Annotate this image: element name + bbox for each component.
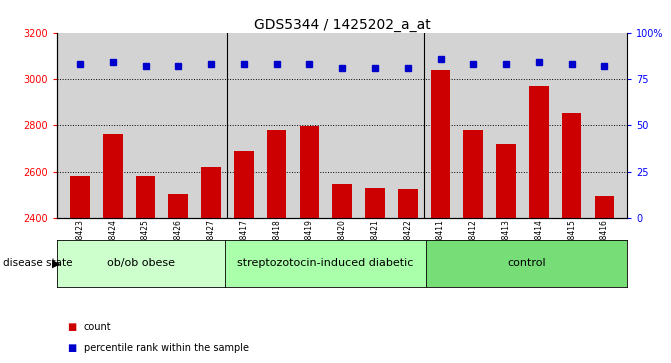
Bar — [497, 144, 516, 218]
Bar — [267, 130, 287, 218]
Text: disease state: disease state — [3, 258, 73, 268]
Bar — [201, 167, 221, 218]
Bar — [365, 188, 385, 218]
Text: ■: ■ — [67, 322, 76, 332]
Bar — [103, 134, 123, 218]
Text: streptozotocin-induced diabetic: streptozotocin-induced diabetic — [238, 258, 413, 268]
Text: ■: ■ — [67, 343, 76, 354]
Bar — [464, 130, 483, 218]
Bar — [136, 176, 156, 218]
Text: ▶: ▶ — [52, 258, 61, 268]
Bar — [562, 113, 582, 218]
Bar — [234, 151, 254, 218]
Bar — [332, 184, 352, 218]
Bar — [299, 126, 319, 218]
Text: percentile rank within the sample: percentile rank within the sample — [84, 343, 249, 354]
Text: ob/ob obese: ob/ob obese — [107, 258, 175, 268]
Bar — [431, 70, 450, 218]
Bar — [168, 193, 188, 218]
Title: GDS5344 / 1425202_a_at: GDS5344 / 1425202_a_at — [254, 18, 431, 32]
Bar — [595, 196, 614, 218]
Bar — [529, 86, 549, 218]
Bar — [70, 176, 90, 218]
Text: control: control — [507, 258, 546, 268]
Bar — [398, 189, 417, 218]
Text: count: count — [84, 322, 111, 332]
